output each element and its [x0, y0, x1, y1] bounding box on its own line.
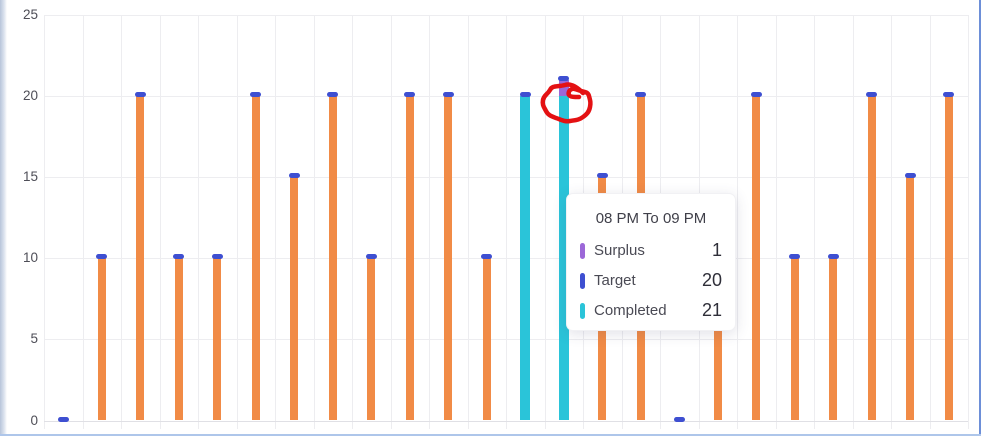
hour-bar[interactable] [251, 96, 260, 420]
tooltip-title: 08 PM To 09 PM [595, 210, 707, 227]
target-dash[interactable] [211, 254, 223, 260]
gridline-vertical [467, 15, 469, 429]
target-dash[interactable] [327, 92, 339, 98]
target-dash[interactable] [827, 254, 839, 260]
gridline-vertical [236, 15, 238, 429]
tooltip-value: 20 [701, 270, 722, 290]
y-axis-tick-label: 25 [22, 7, 38, 22]
tooltip-value: 1 [711, 240, 722, 260]
target-dash[interactable] [635, 92, 647, 98]
tooltip-value: 21 [701, 300, 722, 320]
tooltip-rows: Surplus 1 Target 20 Completed 21 [567, 240, 735, 321]
gridline-vertical [159, 15, 161, 429]
y-axis-tick-label: 5 [30, 331, 38, 347]
tooltip-label: Completed [594, 302, 667, 319]
surplus-segment[interactable] [558, 79, 569, 97]
gridline-horizontal [44, 15, 968, 16]
tooltip-label: Surplus [594, 242, 645, 259]
target-dash[interactable] [673, 416, 685, 422]
y-axis-tick-label: 20 [22, 88, 38, 104]
gridline-vertical [44, 15, 45, 429]
target-dash[interactable] [404, 92, 416, 98]
tooltip: 08 PM To 09 PM Surplus 1 Target 20 Compl… [566, 193, 736, 331]
y-axis-tick-label: 15 [22, 169, 38, 185]
hour-bar[interactable] [906, 177, 915, 420]
gridline-vertical [929, 15, 931, 429]
completed-pill-icon [580, 302, 585, 319]
target-dash[interactable] [442, 92, 454, 98]
gridline-vertical [852, 15, 854, 429]
gridline-vertical [313, 15, 315, 429]
tooltip-row: Target 20 [580, 270, 722, 291]
hour-bar[interactable] [290, 177, 299, 420]
target-dash[interactable] [866, 92, 878, 98]
gridline-vertical [275, 15, 276, 429]
target-dash[interactable] [173, 254, 185, 260]
gridline-vertical [121, 15, 122, 429]
gridline-vertical [390, 15, 392, 429]
hour-bar[interactable] [97, 258, 106, 420]
hour-bar[interactable] [328, 96, 337, 420]
gridline-vertical [737, 15, 738, 429]
target-dash[interactable] [481, 254, 493, 260]
gridline-vertical [429, 15, 430, 429]
hour-bar[interactable] [713, 258, 722, 420]
gridline-vertical [82, 15, 84, 429]
target-dash[interactable] [250, 92, 262, 98]
gridline-horizontal [44, 258, 968, 260]
target-dash[interactable] [134, 92, 146, 98]
gridline-horizontal [44, 339, 968, 341]
tooltip-label: Target [594, 272, 636, 289]
hour-bar[interactable] [752, 96, 761, 420]
target-dash[interactable] [288, 173, 300, 179]
gridline-horizontal [44, 420, 968, 422]
tooltip-row: Surplus 1 [580, 240, 722, 261]
gridline-vertical [506, 15, 507, 429]
target-dash[interactable] [57, 416, 69, 422]
hour-bar[interactable] [213, 258, 222, 420]
y-axis-tick-label: 10 [22, 250, 38, 266]
target-dash[interactable] [519, 92, 531, 98]
surplus-pill-icon [580, 242, 585, 259]
completed-bar[interactable] [520, 96, 531, 420]
target-dash[interactable] [365, 254, 377, 260]
gridline-vertical [544, 15, 546, 429]
window-bottom-edge [0, 434, 981, 436]
hour-bar[interactable] [867, 96, 876, 420]
hour-bar[interactable] [174, 258, 183, 420]
hour-bar[interactable] [829, 258, 838, 420]
target-dash[interactable] [943, 92, 955, 98]
gridline-vertical [775, 15, 777, 429]
hour-bar[interactable] [405, 96, 414, 420]
target-dash[interactable] [750, 92, 762, 98]
hour-bar[interactable] [482, 258, 491, 420]
target-dash[interactable] [904, 173, 916, 179]
gridline-vertical [198, 15, 199, 429]
completed-bar[interactable] [558, 96, 569, 420]
target-dash[interactable] [558, 75, 570, 81]
tooltip-row: Completed 21 [580, 300, 722, 321]
red-circle-annotation [540, 82, 593, 124]
hour-bar[interactable] [944, 96, 953, 420]
y-axis-tick-label: 0 [30, 412, 38, 428]
hour-bar[interactable] [444, 96, 453, 420]
target-pill-icon [580, 272, 585, 289]
target-dash[interactable] [596, 173, 608, 179]
gridline-vertical [814, 15, 815, 429]
gridline-vertical [891, 15, 892, 429]
hour-bar[interactable] [136, 96, 145, 420]
hour-bar[interactable] [790, 258, 799, 420]
window-right-edge [979, 0, 981, 436]
gridline-horizontal [44, 177, 968, 179]
gridline-vertical [352, 15, 353, 429]
gridline-horizontal [44, 96, 968, 98]
gridline-vertical [968, 15, 969, 429]
target-dash[interactable] [96, 254, 108, 260]
hour-bar[interactable] [367, 258, 376, 420]
target-dash[interactable] [789, 254, 801, 260]
window-left-edge [0, 0, 7, 436]
